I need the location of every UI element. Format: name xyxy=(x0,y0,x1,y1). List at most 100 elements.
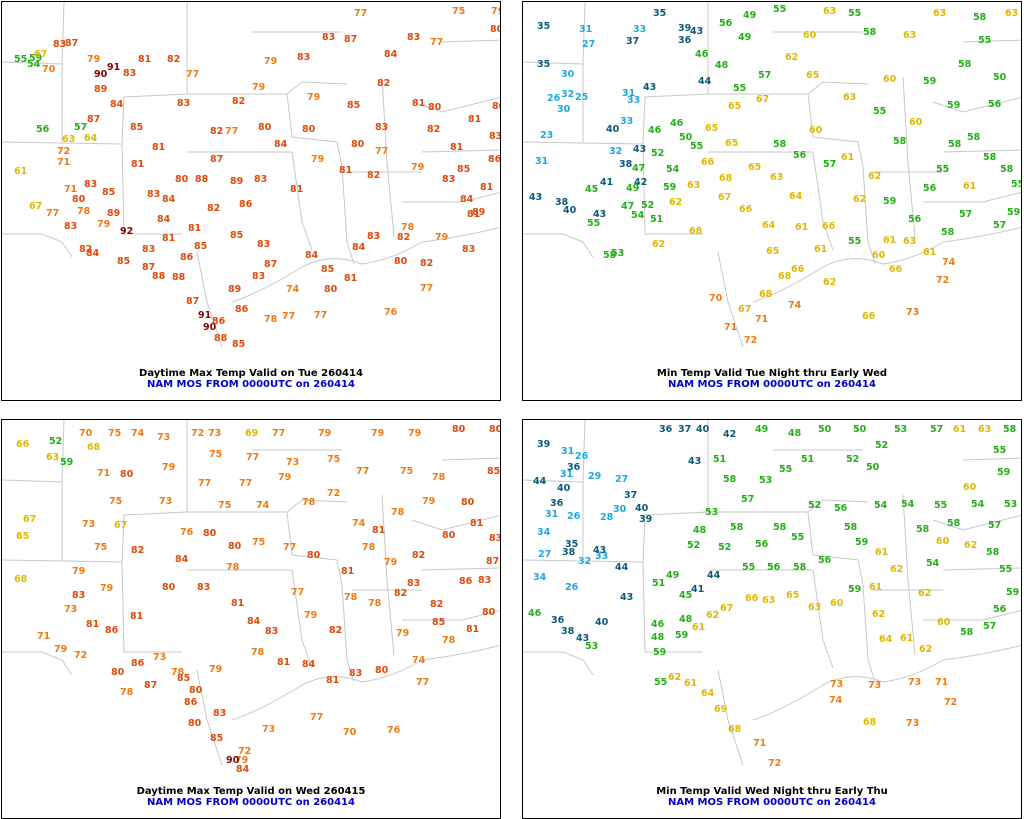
station-temp-label: 83 xyxy=(142,244,155,255)
station-temp-label: 80 xyxy=(324,284,338,295)
station-temp-label: 79 xyxy=(54,644,67,655)
station-temp-label: 58 xyxy=(773,139,787,150)
station-temp-label: 91 xyxy=(198,310,211,321)
station-temp-label: 58 xyxy=(973,12,987,23)
station-temp-label: 73 xyxy=(64,604,77,615)
station-temp-label: 63 xyxy=(1005,8,1018,19)
station-temp-label: 72 xyxy=(327,488,340,499)
station-temp-label: 57 xyxy=(758,70,771,81)
station-temp-label: 40 xyxy=(696,424,710,435)
station-temp-label: 72 xyxy=(744,335,757,346)
map-boundary-line xyxy=(932,514,1021,531)
station-temp-label: 65 xyxy=(725,138,738,149)
station-temp-label: 62 xyxy=(706,610,719,621)
station-temp-label: 84 xyxy=(175,554,189,565)
station-temp-label: 57 xyxy=(74,122,87,133)
station-temp-label: 61 xyxy=(963,181,976,192)
station-temp-label: 79 xyxy=(318,428,331,439)
station-temp-label: 39 xyxy=(678,23,691,34)
station-temp-label: 31 xyxy=(622,88,635,99)
station-temp-label: 81 xyxy=(344,273,357,284)
station-temp-label: 83 xyxy=(478,575,491,586)
map-boundary-line xyxy=(286,93,343,168)
station-temp-label: 43 xyxy=(688,456,701,467)
station-temp-label: 61 xyxy=(795,222,808,233)
station-temp-label: 46 xyxy=(651,619,665,630)
station-temp-label: 86 xyxy=(239,199,253,210)
map-boundary-line xyxy=(421,149,500,153)
station-temp-label: 81 xyxy=(131,159,144,170)
station-temp-label: 77 xyxy=(239,478,252,489)
station-temp-label: 55 xyxy=(999,564,1012,575)
station-temp-label: 73 xyxy=(208,428,221,439)
map-boundary-line xyxy=(942,567,1021,571)
station-temp-label: 35 xyxy=(537,59,550,70)
station-temp-label: 67 xyxy=(756,94,769,105)
station-temp-label: 72 xyxy=(936,275,949,286)
station-temp-label: 49 xyxy=(666,570,679,581)
station-temp-label: 77 xyxy=(225,126,238,137)
map-panel-min-tue-night: 35 27 31 35 30 32 26 25 31 33 30 23 31 43 38 40 55 58 62 68… xyxy=(522,1,1022,401)
station-temp-label: 85 xyxy=(347,100,360,111)
station-temp-label: 58 xyxy=(893,136,907,147)
station-temp-label: 27 xyxy=(615,474,628,485)
station-temp-label: 76 xyxy=(384,307,398,318)
station-temp-label: 66 xyxy=(791,264,805,275)
station-temp-label: 65 xyxy=(766,246,779,257)
station-temp-label: 63 xyxy=(903,30,916,41)
station-temp-label: 55 xyxy=(654,677,667,688)
station-temp-label: 59 xyxy=(663,182,676,193)
station-temp-label: 82 xyxy=(430,599,443,610)
station-temp-label: 82 xyxy=(420,258,433,269)
station-temp-label: 60 xyxy=(883,74,897,85)
station-temp-label: 36 xyxy=(567,462,581,473)
station-temp-label: 81 xyxy=(450,142,463,153)
station-temp-label: 80 xyxy=(175,174,189,185)
station-temp-label: 81 xyxy=(86,619,99,630)
station-temp-label: 84 xyxy=(236,764,250,775)
station-temp-label: 39 xyxy=(537,439,550,450)
map-boundary-line xyxy=(231,226,500,303)
station-temp-label: 51 xyxy=(650,214,663,225)
station-temp-label: 58 xyxy=(948,139,962,150)
station-temp-label: 65 xyxy=(748,162,761,173)
station-temp-label: 84 xyxy=(86,248,100,259)
station-temp-label: 37 xyxy=(678,424,691,435)
station-temp-label: 85 xyxy=(230,230,243,241)
station-temp-label: 79 xyxy=(278,472,291,483)
station-temp-label: 74 xyxy=(352,518,366,529)
station-temp-label: 52 xyxy=(49,436,62,447)
station-temp-label: 30 xyxy=(613,504,627,515)
map-boundary-line xyxy=(752,226,1021,303)
station-temp-label: 60 xyxy=(830,598,844,609)
station-temp-label: 80 xyxy=(489,424,501,435)
station-temp-label: 62 xyxy=(918,588,931,599)
station-temp-label: 81 xyxy=(468,114,481,125)
station-temp-label: 67 xyxy=(114,520,127,531)
map-boundary-line xyxy=(523,420,709,563)
station-temp-label: 53 xyxy=(1004,499,1017,510)
station-temp-label: 73 xyxy=(153,652,166,663)
station-temp-label: 63 xyxy=(46,452,59,463)
station-temp-label: 77 xyxy=(356,466,369,477)
station-temp-label: 64 xyxy=(84,133,98,144)
station-temp-label: 64 xyxy=(762,220,776,231)
station-temp-label: 73 xyxy=(906,307,919,318)
station-temp-label: 71 xyxy=(57,157,70,168)
station-temp-label: 63 xyxy=(762,595,775,606)
station-temp-label: 80 xyxy=(428,102,442,113)
map-boundary-line xyxy=(812,569,834,669)
station-temp-label: 48 xyxy=(679,614,693,625)
map-boundary-line xyxy=(717,251,744,348)
station-temp-label: 55 xyxy=(742,562,755,573)
station-temp-label: 81 xyxy=(152,142,165,153)
map-boundary-line xyxy=(642,561,703,653)
station-temp-label: 63 xyxy=(843,92,856,103)
station-temp-label: 82 xyxy=(329,625,342,636)
station-temp-label: 83 xyxy=(489,533,501,544)
station-temp-label: 86 xyxy=(105,625,119,636)
map-boundary-line xyxy=(962,457,1021,461)
station-temp-label: 59 xyxy=(29,53,42,64)
